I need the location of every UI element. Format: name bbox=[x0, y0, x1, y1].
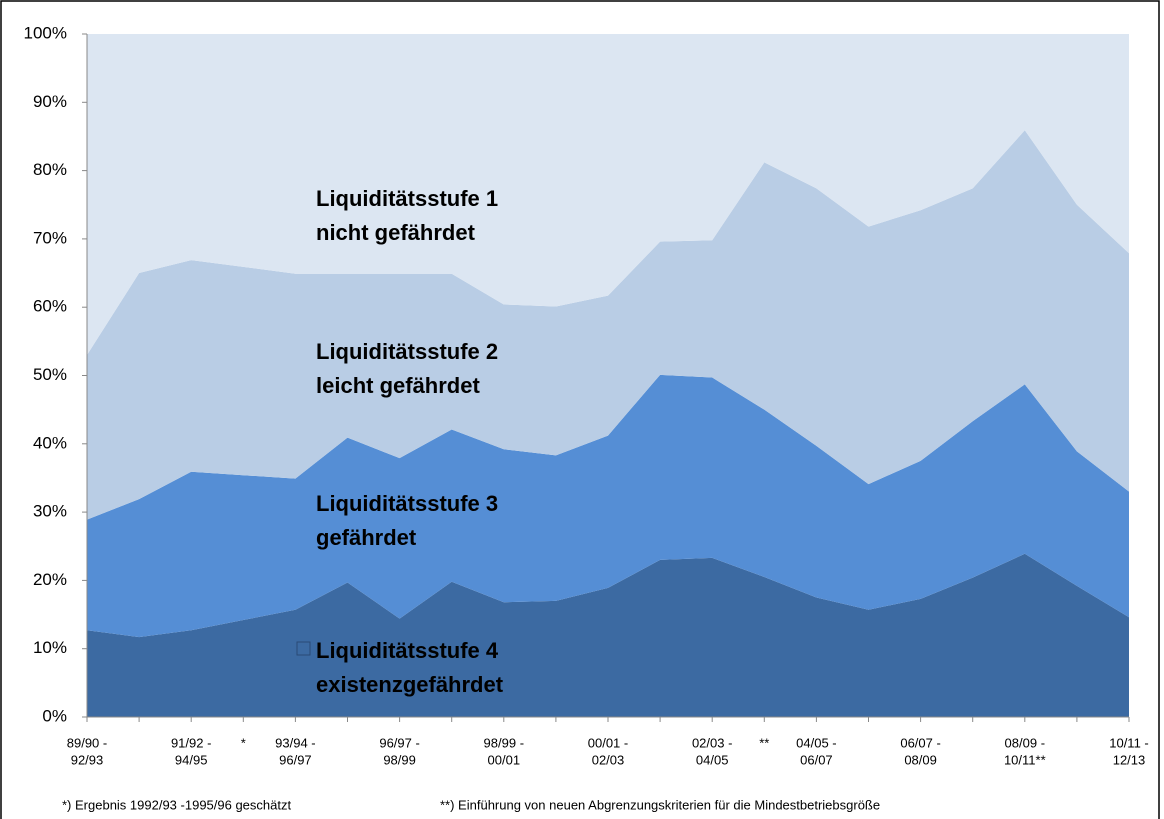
footnote: **) Einführung von neuen Abgrenzungskrit… bbox=[440, 797, 880, 812]
x-tick-label: 00/01 - bbox=[588, 735, 628, 750]
y-tick-label: 0% bbox=[42, 706, 67, 725]
x-tick-label: 10/11** bbox=[1004, 752, 1046, 767]
x-tick-label: 02/03 - bbox=[692, 735, 732, 750]
x-tick-label: 04/05 - bbox=[796, 735, 836, 750]
area bbox=[87, 553, 1129, 717]
x-tick-label: 89/90 - bbox=[67, 735, 107, 750]
y-tick-label: 10% bbox=[33, 638, 67, 657]
x-tick-label: 92/93 bbox=[71, 752, 104, 767]
series-label: Liquiditätsstufe 1 bbox=[316, 186, 498, 211]
y-tick-label: 30% bbox=[33, 502, 67, 521]
footnote: *) Ergebnis 1992/93 -1995/96 geschätzt bbox=[62, 797, 291, 812]
y-tick-label: 100% bbox=[24, 23, 67, 42]
series-description: nicht gefährdet bbox=[316, 220, 476, 245]
x-tick-label: 04/05 bbox=[696, 752, 729, 767]
series-label: Liquiditätsstufe 3 bbox=[316, 491, 498, 516]
y-tick-label: 40% bbox=[33, 433, 67, 452]
x-tick-label: 98/99 - bbox=[484, 735, 524, 750]
x-tick-label: 96/97 bbox=[279, 752, 312, 767]
series-label: Liquiditätsstufe 2 bbox=[316, 339, 498, 364]
x-tick-label: 94/95 bbox=[175, 752, 208, 767]
x-tick-label: 06/07 bbox=[800, 752, 833, 767]
x-tick-label: 93/94 - bbox=[275, 735, 315, 750]
y-tick-label: 20% bbox=[33, 570, 67, 589]
x-tick-label: 00/01 bbox=[488, 752, 521, 767]
x-tick-label: * bbox=[241, 735, 246, 750]
y-tick-label: 60% bbox=[33, 297, 67, 316]
x-tick-label: 06/07 - bbox=[900, 735, 940, 750]
series-description: existenzgefährdet bbox=[316, 672, 504, 697]
y-tick-label: 70% bbox=[33, 228, 67, 247]
y-tick-label: 90% bbox=[33, 92, 67, 111]
x-tick-label: 08/09 - bbox=[1005, 735, 1045, 750]
area bbox=[87, 34, 1129, 356]
x-tick-label: 96/97 - bbox=[379, 735, 419, 750]
y-tick-label: 50% bbox=[33, 365, 67, 384]
y-tick-label: 80% bbox=[33, 160, 67, 179]
x-tick-label: 91/92 - bbox=[171, 735, 211, 750]
area bbox=[87, 374, 1129, 638]
x-tick-label: 12/13 bbox=[1113, 752, 1146, 767]
series-description: gefährdet bbox=[316, 525, 417, 550]
legend-swatch bbox=[296, 641, 311, 656]
series-label: Liquiditätsstufe 4 bbox=[316, 638, 499, 663]
x-tick-label: 08/09 bbox=[904, 752, 937, 767]
x-tick-label: ** bbox=[759, 735, 769, 750]
x-tick-label: 02/03 bbox=[592, 752, 625, 767]
area bbox=[87, 130, 1129, 520]
x-tick-label: 10/11 - bbox=[1109, 735, 1149, 750]
x-tick-label: 98/99 bbox=[383, 752, 416, 767]
series-description: leicht gefährdet bbox=[316, 373, 480, 398]
